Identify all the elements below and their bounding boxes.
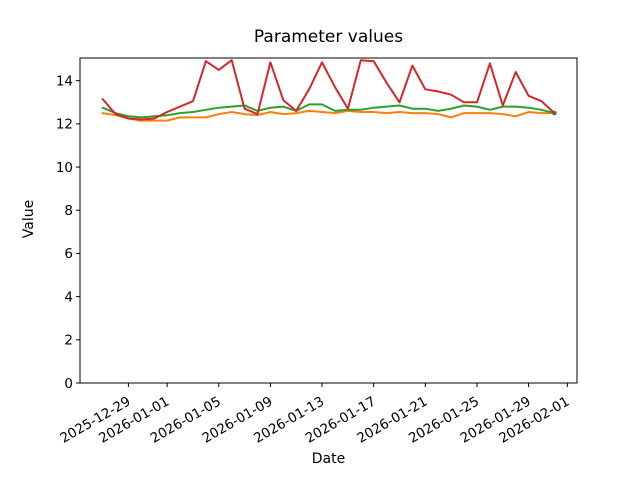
plot-border [79,57,578,384]
y-tick-label: 6 [64,246,73,262]
series-green-line [101,103,556,119]
chart-title: Parameter values [253,27,404,47]
y-tick-label: 12 [56,117,73,133]
x-axis-label: Date [311,451,346,467]
series-red-line [101,59,556,121]
y-tick-label: 2 [64,333,73,349]
y-tick-label: 4 [64,289,73,305]
y-axis-label: Value [21,199,37,239]
series-orange-line [101,109,556,122]
y-tick-label: 0 [64,376,73,392]
y-tick-label: 14 [56,73,73,89]
y-tick-label: 8 [64,203,73,219]
y-tick-label: 10 [56,160,73,176]
